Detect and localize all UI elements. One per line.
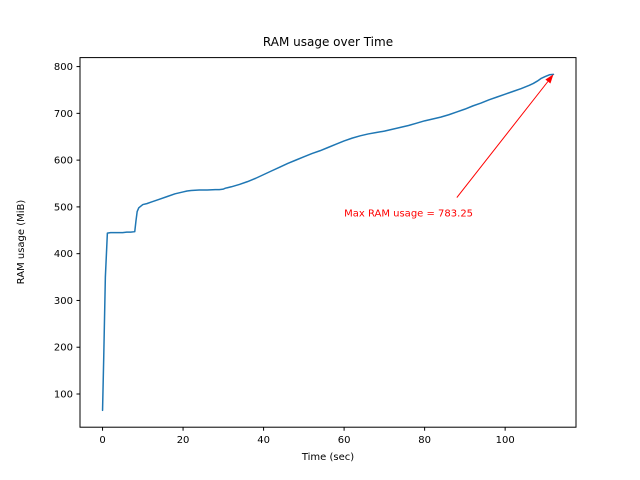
y-tick-label: 500 (54, 202, 73, 213)
y-tick-label: 100 (54, 389, 73, 400)
y-tick-label: 200 (54, 343, 73, 354)
y-tick-label: 700 (54, 109, 73, 120)
x-tick-label: 20 (177, 435, 190, 446)
x-axis-label: Time (sec) (301, 452, 354, 463)
x-tick-label: 80 (418, 435, 431, 446)
y-tick-label: 600 (54, 156, 73, 167)
x-tick-label: 60 (338, 435, 351, 446)
plot-generated: 0 20 40 60 80 100 100 200 300 400 500 600 700 800 (54, 57, 577, 446)
y-tick-label: 800 (54, 62, 73, 73)
chart-title: RAM usage over Time (263, 35, 393, 49)
annotation-arrow-head (545, 74, 554, 84)
y-tick-label: 400 (54, 249, 73, 260)
y-axis-label: RAM usage (MiB) (16, 200, 27, 285)
annotation-arrow-line (456, 81, 549, 198)
y-tick-label: 300 (54, 296, 73, 307)
x-tick-label: 100 (496, 435, 515, 446)
x-tick-label: 40 (257, 435, 270, 446)
ram-usage-line (101, 73, 555, 412)
axes-frame (79, 57, 577, 428)
x-tick-label: 0 (99, 435, 105, 446)
annotation-text: Max RAM usage = 783.25 (344, 208, 473, 219)
